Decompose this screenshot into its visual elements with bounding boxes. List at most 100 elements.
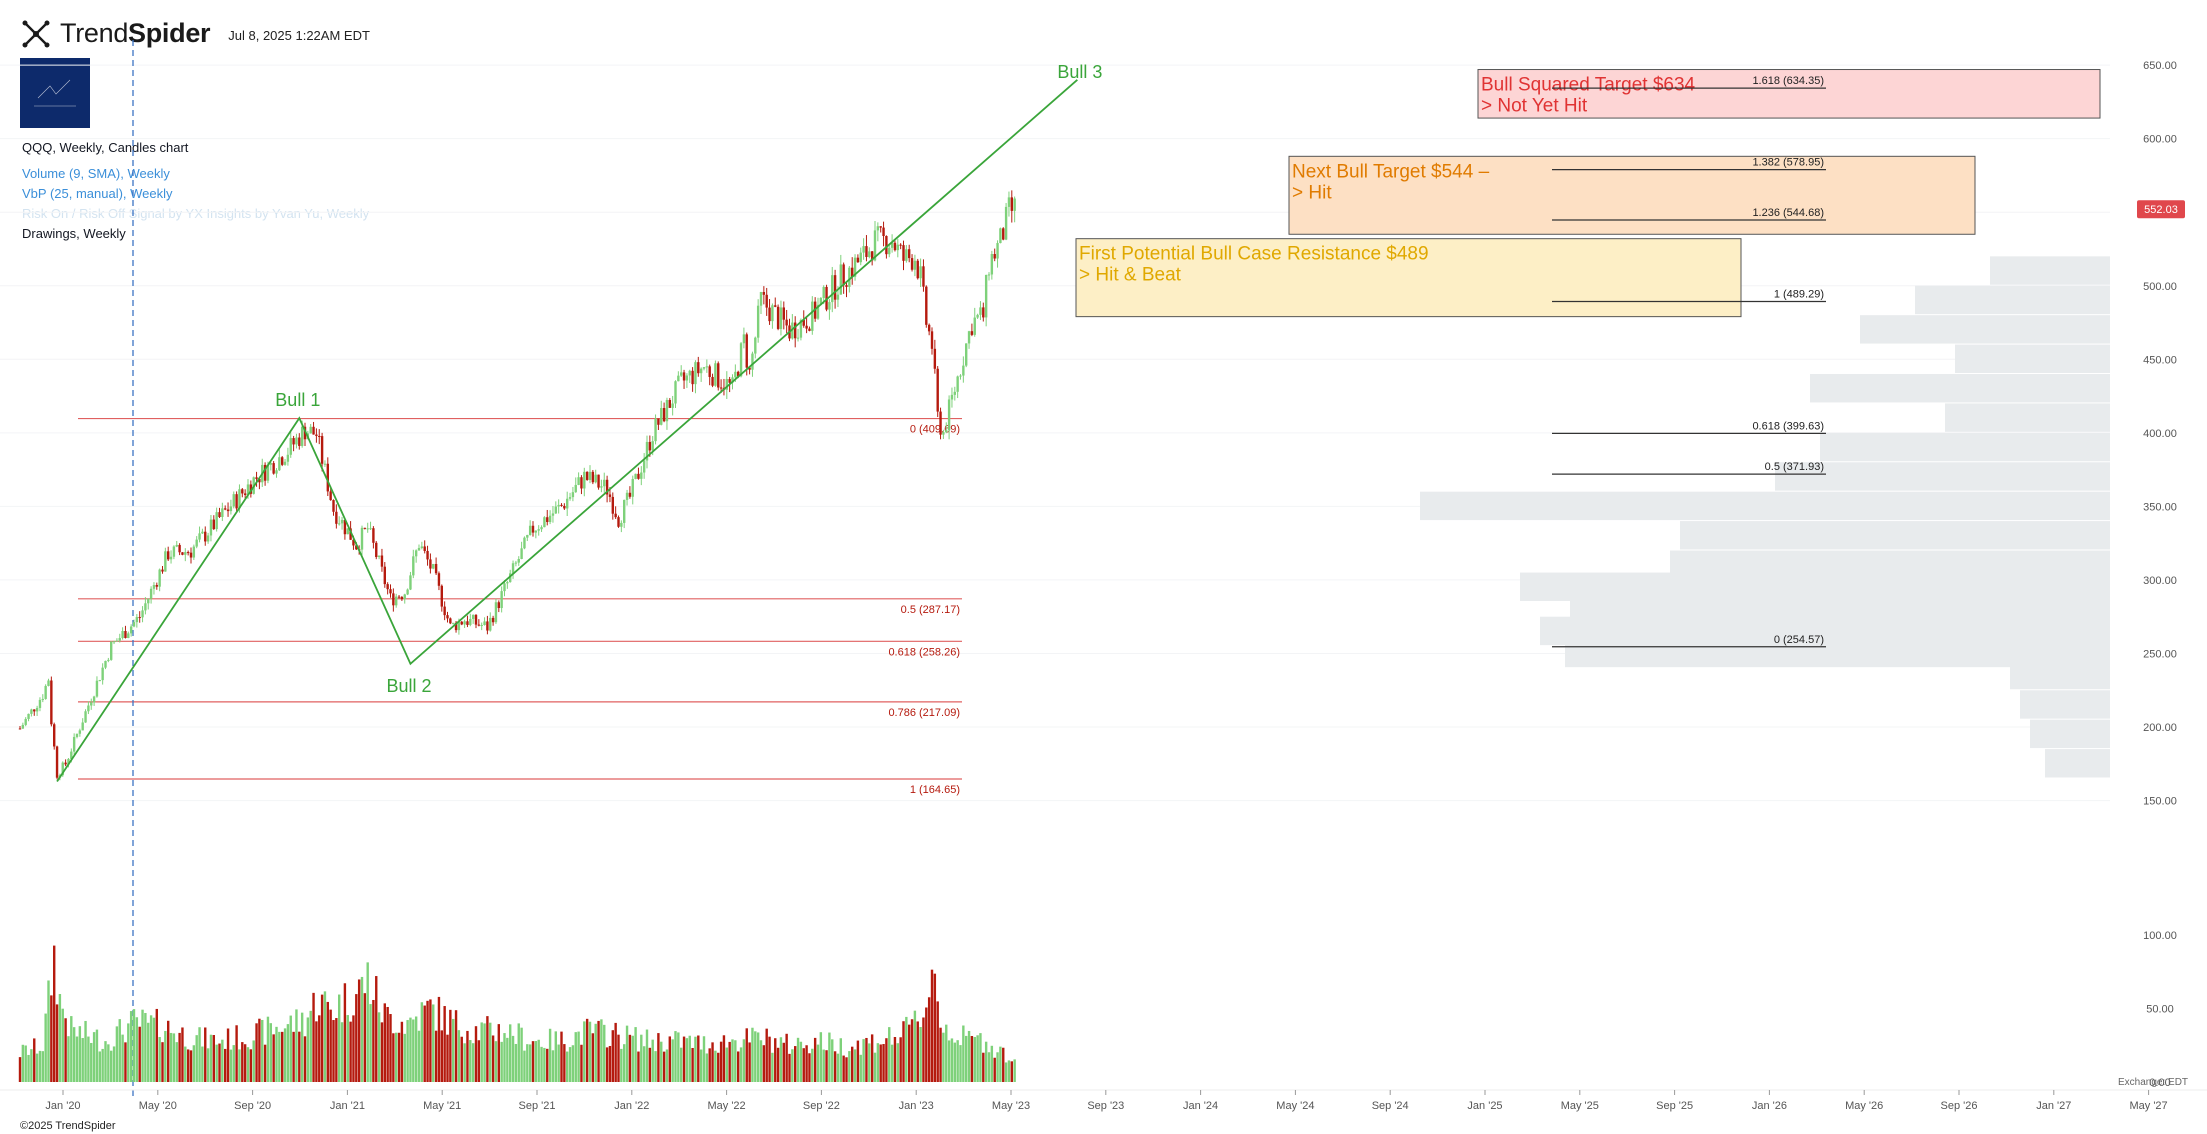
candle [856, 257, 860, 263]
candle [537, 529, 540, 531]
fib-label-right: 0 (254.57) [1774, 634, 1824, 646]
volume-bar [252, 1040, 255, 1082]
candle [212, 519, 215, 530]
volume-bar [155, 1008, 158, 1082]
candle [588, 471, 592, 480]
volume-bar [104, 1041, 107, 1082]
candle [309, 426, 312, 434]
volume-bar [848, 1051, 851, 1082]
volume-bar [791, 1049, 794, 1082]
volume-bar [483, 1023, 486, 1082]
volume-bar [118, 1019, 121, 1082]
volume-bar [110, 1050, 113, 1082]
candle [1002, 228, 1005, 240]
volume-bar [403, 1033, 406, 1082]
volume-bar [580, 1044, 583, 1082]
volume-bar [460, 1036, 463, 1082]
volume-bar [839, 1038, 842, 1082]
volume-bar [446, 1034, 449, 1082]
legend-vbp[interactable]: VbP (25, manual), Weekly [22, 186, 173, 201]
volume-bar [61, 1008, 64, 1082]
volume-bar [528, 1044, 532, 1082]
volume-bar [158, 1037, 161, 1082]
volume-bar [748, 1042, 751, 1082]
volume-bar [836, 1053, 840, 1082]
candle [631, 479, 634, 497]
candle [352, 539, 355, 546]
volume-bar [802, 1048, 805, 1082]
volume-tick-label: 100.00 [2143, 930, 2177, 942]
volume-bar [70, 1016, 73, 1082]
candle [962, 365, 965, 376]
volume-bar [645, 1029, 649, 1082]
candle [221, 508, 224, 518]
candle [355, 545, 358, 550]
candle [702, 367, 706, 369]
candle [175, 544, 178, 547]
volume-bar [756, 1032, 760, 1082]
volume-bar [708, 1048, 711, 1082]
trendspider-logo-icon [22, 20, 50, 47]
candle [152, 585, 156, 589]
volume-bar [577, 1031, 580, 1082]
legend-symbol[interactable]: QQQ, Weekly, Candles chart [22, 140, 189, 155]
volume-bar [637, 1051, 640, 1082]
volume-bar [762, 1045, 766, 1082]
candle [486, 621, 489, 631]
volume-bar [697, 1035, 700, 1082]
volume-bar [164, 1030, 167, 1082]
volume-bar [278, 1031, 281, 1082]
volume-bar [933, 973, 937, 1082]
legend-risk-signal[interactable]: Risk On / Risk Off Signal by YX Insights… [22, 206, 370, 221]
y-tick-label: 200.00 [2143, 722, 2177, 734]
candle [24, 718, 27, 725]
volume-bar [682, 1036, 686, 1082]
candle [956, 376, 959, 392]
candle [101, 667, 104, 681]
candle [33, 709, 36, 712]
candle [497, 602, 500, 609]
volume-bar [67, 1036, 70, 1082]
x-tick-label: May '27 [2130, 1100, 2168, 1112]
vbp-bar [2020, 690, 2110, 719]
candle [235, 494, 238, 509]
volume-bar [184, 1046, 187, 1082]
candle [380, 555, 384, 567]
legend-volume[interactable]: Volume (9, SMA), Weekly [22, 166, 170, 181]
candle [953, 391, 956, 395]
volume-bar [452, 1018, 455, 1082]
bull-label: Bull 1 [275, 390, 320, 410]
volume-bar [699, 1049, 703, 1082]
volume-bar [414, 1016, 418, 1082]
brand-name: TrendSpider [60, 18, 211, 48]
volume-bar [141, 1009, 144, 1082]
target-label: First Potential Bull Case Resistance $48… [1079, 244, 1429, 265]
volume-bar [449, 1009, 452, 1082]
volume-bar [930, 969, 934, 1082]
candle [412, 556, 415, 576]
candle [699, 368, 703, 374]
volume-bar [192, 1045, 196, 1082]
candle [568, 497, 572, 499]
target-label: Next Bull Target $544 – [1292, 161, 1490, 182]
y-tick-label: 250.00 [2143, 648, 2177, 660]
volume-bar [161, 1042, 164, 1082]
target-label: > Hit & Beat [1079, 265, 1182, 286]
candle [329, 491, 332, 501]
candle [765, 294, 768, 308]
candle [896, 244, 899, 251]
volume-bar [625, 1025, 629, 1082]
volume-bar [651, 1039, 654, 1082]
volume-bar [1002, 1047, 1005, 1082]
legend-drawings[interactable]: Drawings, Weekly [22, 226, 126, 241]
volume-bar [349, 1021, 352, 1082]
candle [668, 399, 671, 408]
candle [662, 408, 666, 422]
candle [637, 473, 640, 479]
candle [868, 251, 871, 257]
volume-bar [224, 1048, 227, 1082]
volume-bar [149, 1015, 153, 1082]
volume-bar [506, 1037, 509, 1082]
candle [768, 307, 771, 322]
